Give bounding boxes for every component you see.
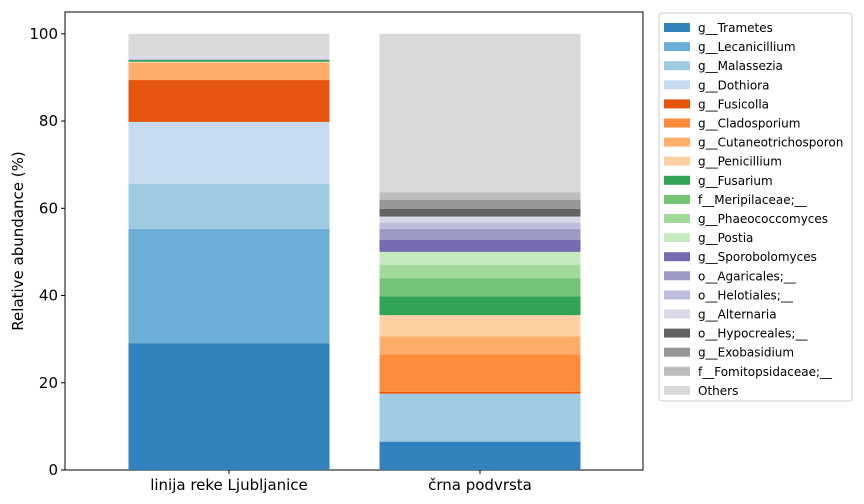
legend-swatch <box>664 118 690 128</box>
legend-swatch <box>664 156 690 166</box>
legend-label: g__Phaeococcomyces <box>698 212 828 226</box>
legend-swatch <box>664 175 690 185</box>
bar-segment <box>379 296 581 316</box>
legend-label: g__Postia <box>698 231 753 245</box>
y-axis-ticks: 0 20 40 60 80 100 <box>29 25 65 479</box>
legend-swatch <box>664 290 690 300</box>
x-axis-ticks: linija reke Ljubljanice črna podvrsta <box>150 470 532 494</box>
bar-segment <box>128 183 330 229</box>
bar-segment <box>379 251 581 265</box>
legend-swatch <box>664 137 690 147</box>
legend-label: g__Penicillium <box>698 155 782 169</box>
x-tick-label: črna podvrsta <box>428 476 532 494</box>
legend-label: g__Exobasidium <box>698 346 794 360</box>
bar-segment <box>379 216 581 223</box>
bar-segment <box>379 393 581 442</box>
y-tick-label: 0 <box>48 461 58 479</box>
legend-swatch <box>664 252 690 262</box>
bar-segment <box>379 278 581 297</box>
legend-swatch <box>664 385 690 395</box>
legend-swatch <box>664 99 690 109</box>
bar-segment <box>128 343 330 470</box>
legend-label: g__Malassezia <box>698 59 783 73</box>
legend-swatch <box>664 194 690 204</box>
x-tick-label: linija reke Ljubljanice <box>150 476 308 494</box>
bar-segment <box>379 222 581 229</box>
bar-segment <box>379 315 581 337</box>
bar-segment <box>379 239 581 252</box>
y-tick-label: 60 <box>39 199 58 217</box>
legend-label: f__Meripilaceae;__ <box>698 193 808 207</box>
bar-segment <box>128 63 330 81</box>
bar-segment <box>379 199 581 209</box>
y-axis-label: Relative abundance (%) <box>9 151 27 330</box>
legend-swatch <box>664 80 690 90</box>
legend-label: g__Lecanicillium <box>698 40 796 54</box>
legend-label: g__Fusarium <box>698 174 773 188</box>
legend-label: Others <box>698 384 738 398</box>
bar-segment <box>128 61 330 64</box>
legend-label: o__Helotiales;__ <box>698 288 794 302</box>
legend-label: g__Alternaria <box>698 308 777 322</box>
bar-segment <box>379 228 581 240</box>
bar-segment <box>379 391 581 394</box>
legend-label: g__Cladosporium <box>698 117 800 131</box>
legend-label: o__Hypocreales;__ <box>698 327 808 341</box>
legend-label: o__Agaricales;__ <box>698 269 797 283</box>
legend-swatch <box>664 271 690 281</box>
bar-segment <box>128 56 330 59</box>
legend-swatch <box>664 233 690 243</box>
bar-segment <box>128 58 330 60</box>
legend-label: g__Fusicolla <box>698 97 769 111</box>
y-tick-label: 40 <box>39 287 58 305</box>
bar-segment <box>128 121 330 184</box>
y-tick-label: 20 <box>39 374 58 392</box>
bar-segment <box>128 33 330 57</box>
legend-label: g__Cutaneotrichosporon <box>698 136 843 150</box>
bar-segment <box>379 208 581 217</box>
bar-segment <box>128 59 330 62</box>
legend-swatch <box>664 61 690 71</box>
bar-segment <box>379 192 581 200</box>
legend-label: g__Dothiora <box>698 78 769 92</box>
legend-swatch <box>664 328 690 338</box>
y-tick-label: 80 <box>39 112 58 130</box>
legend: g__Trametes g__Lecanicillium g__Malassezia… <box>658 12 853 402</box>
bar-segments <box>128 33 581 470</box>
bar-segment <box>379 441 581 470</box>
legend-label: g__Trametes <box>698 21 773 35</box>
legend-label: f__Fomitopsidaceae;__ <box>698 365 833 379</box>
legend-swatch <box>664 214 690 223</box>
bar-segment <box>379 33 581 193</box>
legend-swatch <box>664 42 690 52</box>
legend-swatch <box>664 309 690 319</box>
bar-segment <box>379 264 581 279</box>
y-tick-label: 100 <box>29 25 58 43</box>
bar-segment <box>128 80 330 122</box>
legend-label: g__Sporobolomyces <box>698 250 817 264</box>
legend-swatch <box>664 366 690 376</box>
bar-segment <box>379 336 581 355</box>
bar-segment <box>379 354 581 392</box>
legend-frame <box>658 12 853 402</box>
bar-segment <box>128 228 330 344</box>
legend-swatch <box>664 23 690 32</box>
legend-swatch <box>664 347 690 357</box>
